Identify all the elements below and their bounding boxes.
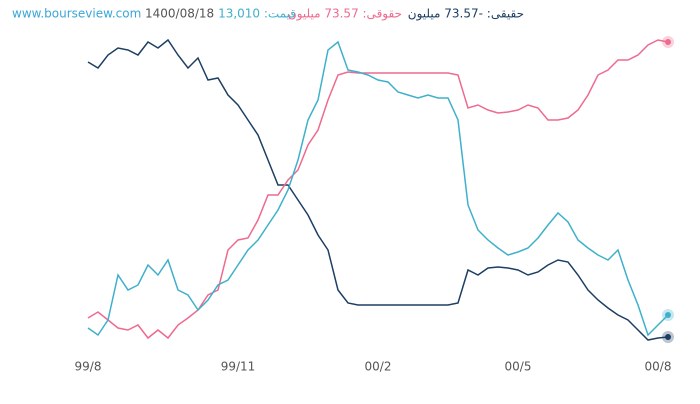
- x-tick-label: 00/8: [645, 360, 672, 374]
- end-dot: [665, 39, 671, 45]
- individual-label: حقیقی: -73.57 میلیون: [408, 7, 524, 22]
- series-line: [87, 40, 669, 337]
- x-tick-label: 99/11: [221, 360, 256, 374]
- end-dot: [665, 334, 671, 340]
- price-label: قیمت: 13,010: [218, 7, 296, 21]
- date: 1400/08/18: [145, 7, 214, 21]
- x-tick-label: 00/2: [365, 360, 392, 374]
- series-line: [87, 38, 669, 341]
- x-tick-label: 99/8: [75, 360, 102, 374]
- series-line: [87, 39, 669, 340]
- legal-label: حقوقی: 73.57 میلیون: [288, 7, 402, 22]
- end-dot: [665, 312, 671, 318]
- x-tick-label: 00/5: [505, 360, 532, 374]
- site-url[interactable]: www.bourseview.com: [12, 7, 141, 21]
